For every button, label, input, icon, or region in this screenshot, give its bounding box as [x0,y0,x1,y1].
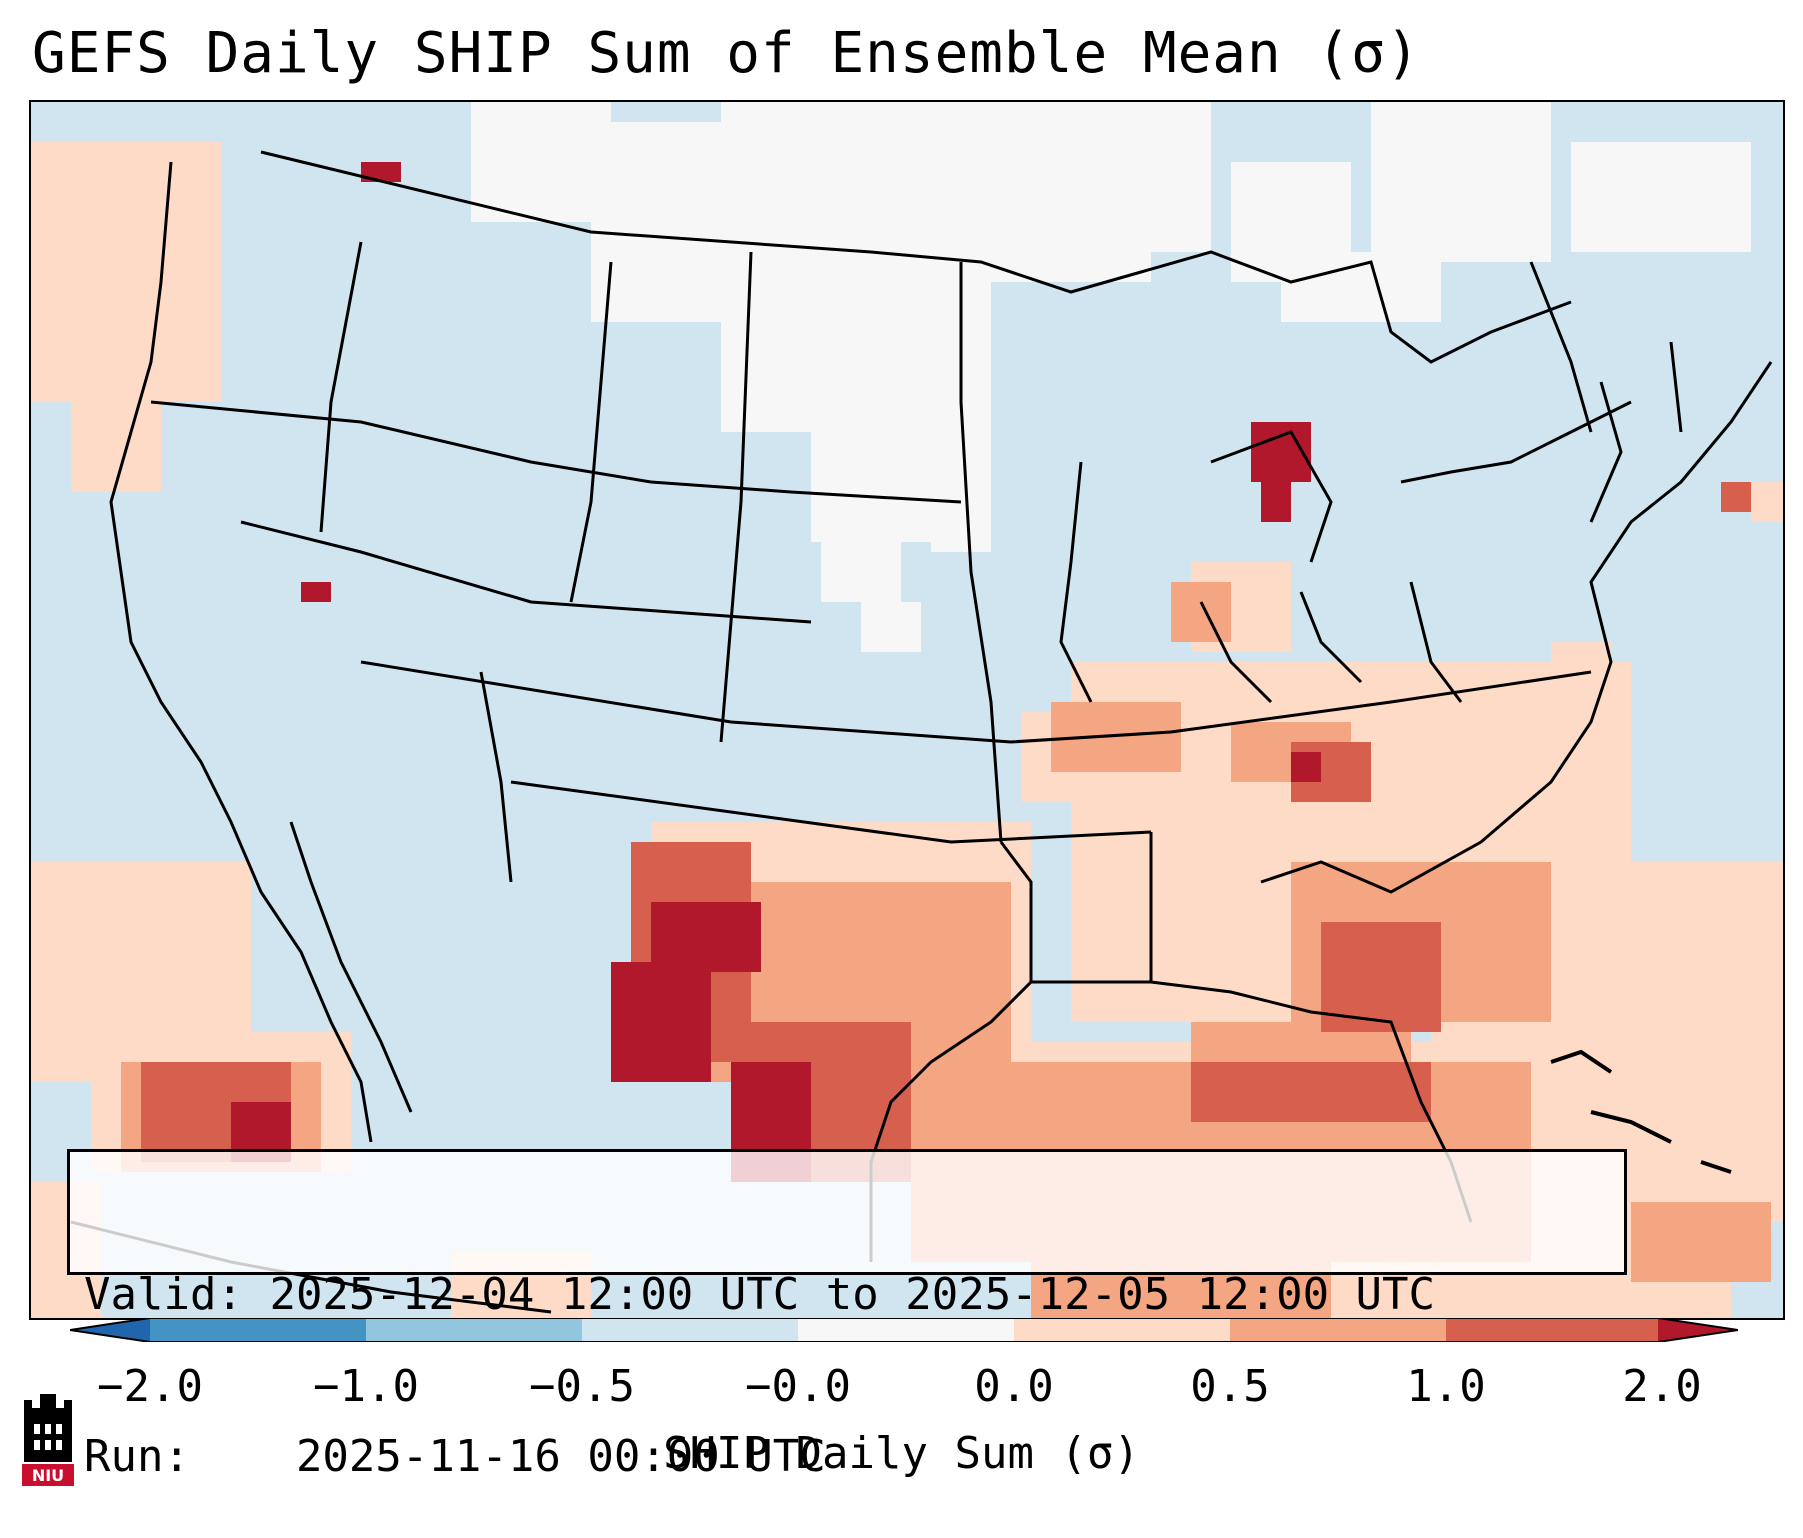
tick-label: 2.0 [1622,1361,1702,1412]
colorbar-segment-3 [582,1318,798,1342]
tick-label: 0.5 [1190,1361,1270,1412]
colorbar-label: SHIP Daily Sum (σ) [663,1428,1140,1479]
colorbar-segment-1 [150,1318,366,1342]
colorbar-segment-6 [1230,1318,1446,1342]
colorbar-extend-low [70,1318,150,1342]
positive-extreme-anomaly [231,162,1321,1182]
colorbar-extend-high [1658,1318,1738,1342]
tick-label: −2.0 [97,1361,203,1412]
map-frame [29,100,1785,1320]
colorbar [70,1318,1738,1342]
run-value: 2025-11-16 00:00 UTC [295,1431,826,1482]
ship-anomaly-map [31,102,1783,1318]
tick-label: −0.5 [529,1361,635,1412]
run-label: Run: [84,1431,190,1482]
chart-title: GEFS Daily SHIP Sum of Ensemble Mean (σ) [32,21,1421,86]
valid-value: 2025-12-04 12:00 UTC to 2025-12-05 12:00… [269,1269,1436,1320]
valid-run-info-box: Valid: 2025-12-04 12:00 UTC to 2025-12-0… [67,1149,1627,1482]
tick-label: 0.0 [974,1361,1054,1412]
colorbar-segment-5 [1014,1318,1230,1342]
tick-label: −0.0 [745,1361,851,1412]
run-row: Run: 2025-11-16 00:00 UTC [84,1430,1610,1484]
logo-text: NIU [32,1466,64,1485]
caribbean-islands [1550,1049,1732,1174]
colorbar-segment-2 [366,1318,582,1342]
colorbar-segment-4 [798,1318,1014,1342]
neutral-patches [471,102,1751,652]
colorbar-segment-7 [1446,1318,1658,1342]
niu-castle-logo-icon: NIU [22,1394,74,1486]
valid-row: Valid: 2025-12-04 12:00 UTC to 2025-12-0… [84,1268,1610,1322]
valid-label: Valid: [84,1269,243,1320]
tick-label: −1.0 [313,1361,419,1412]
tick-label: 1.0 [1406,1361,1486,1412]
